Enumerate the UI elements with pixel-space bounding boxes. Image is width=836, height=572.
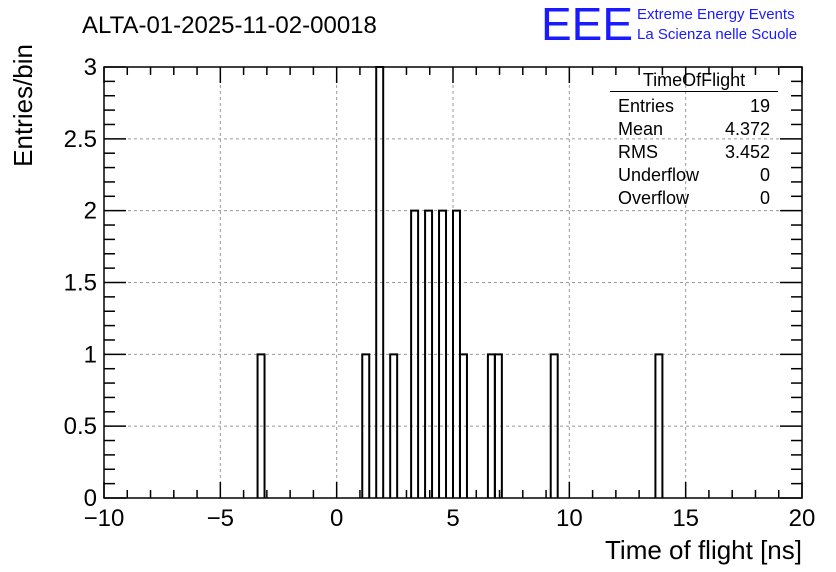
axis-ticks [103,66,803,499]
y-tick-label: 1 [84,341,97,368]
y-tick-label: 3 [84,54,97,81]
y-tick-label: 1.5 [64,270,97,297]
x-axis-label: Time of flight [ns] [605,535,802,565]
stats-value: 0 [759,165,770,185]
eee-logo-line1: Extreme Energy Events [637,6,795,23]
x-tick-label: 10 [556,505,583,532]
histogram-bar [438,209,448,498]
x-tick-label: −10 [84,505,125,532]
histogram-bar [654,353,664,498]
x-tick-label: 0 [330,505,343,532]
stats-row: RMS 3.452 [618,142,770,165]
eee-logo-mark: EEE [541,0,633,50]
stats-label: Underflow [618,165,700,185]
stats-value: 19 [749,96,770,116]
y-tick-label: 0 [84,485,97,512]
stats-label: RMS [618,142,658,162]
stats-row: Mean 4.372 [618,119,770,142]
stats-value: 4.372 [724,119,770,139]
stats-row: Overflow 0 [618,188,770,211]
histogram-bar [389,353,399,498]
stats-label: Entries [618,96,675,116]
stats-row: Underflow 0 [618,165,770,188]
histogram-bar [424,209,434,498]
y-tick-label: 0.5 [64,413,97,440]
stats-value: 3.452 [724,142,770,162]
y-axis-label: Entries/bin [8,44,38,167]
stats-label: Overflow [618,188,690,208]
histogram-bar [549,353,559,498]
y-tick-label: 2.5 [64,126,97,153]
histogram-bar [493,353,503,498]
histogram-bar [361,353,371,498]
stats-box: TimeOfFlight Entries 19 Mean 4.372 RMS 3.452 U… [610,69,778,209]
histogram-bar [256,353,266,498]
x-tick-label: −5 [207,505,234,532]
stats-box-title: TimeOfFlight [610,69,778,92]
chart-title: ALTA-01-2025-11-02-00018 [82,12,377,39]
y-tick-labels: 0 0.5 1 1.5 2 2.5 3 [64,54,97,512]
stats-label: Mean [618,119,664,139]
x-tick-label: 15 [672,505,699,532]
stats-value: 0 [759,188,770,208]
histogram-bars [256,66,664,498]
y-tick-label: 2 [84,198,97,225]
x-tick-labels: −10 −5 0 5 10 15 20 [84,505,816,532]
eee-logo-line2: La Scienza nelle Scuole [637,26,797,43]
x-tick-label: 5 [446,505,459,532]
x-tick-label: 20 [789,505,816,532]
histogram-bar [410,209,420,498]
histogram-bar [458,353,468,498]
stats-row: Entries 19 [618,96,770,119]
